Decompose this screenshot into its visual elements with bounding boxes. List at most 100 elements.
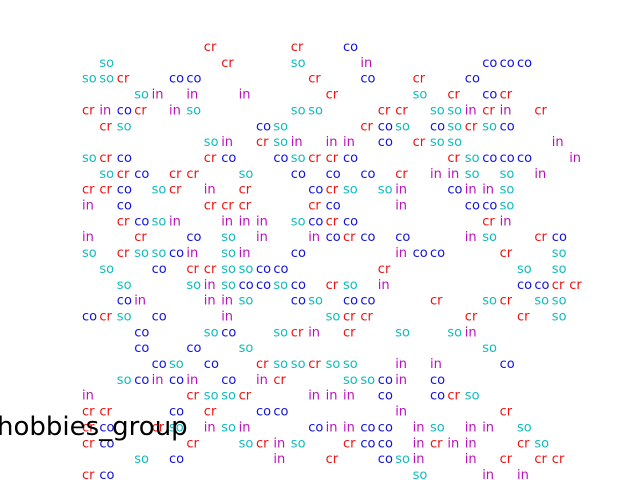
data-point-in: in — [465, 420, 477, 435]
data-point-in: in — [465, 452, 477, 467]
data-point-cr: cr — [99, 151, 112, 166]
data-point-cr: cr — [413, 135, 426, 150]
data-point-co: co — [447, 183, 462, 198]
data-point-so: so — [395, 452, 410, 467]
data-point-cr: cr — [517, 436, 530, 451]
data-point-cr: cr — [447, 151, 460, 166]
data-point-cr: cr — [221, 56, 234, 71]
data-point-co: co — [465, 199, 480, 214]
data-point-so: so — [221, 278, 236, 293]
data-point-cr: cr — [117, 246, 130, 261]
data-point-co: co — [360, 230, 375, 245]
data-point-cr: cr — [82, 468, 95, 480]
data-point-in: in — [221, 309, 233, 324]
data-point-cr: cr — [308, 151, 321, 166]
data-point-so: so — [482, 119, 497, 134]
data-point-co: co — [291, 278, 306, 293]
data-point-co: co — [517, 151, 532, 166]
data-point-in: in — [186, 373, 198, 388]
data-point-cr: cr — [221, 199, 234, 214]
data-point-cr: cr — [117, 72, 130, 87]
data-point-so: so — [378, 183, 393, 198]
data-point-in: in — [465, 103, 477, 118]
data-point-co: co — [273, 405, 288, 420]
data-point-co: co — [256, 278, 271, 293]
data-point-so: so — [308, 103, 323, 118]
data-point-cr: cr — [326, 183, 339, 198]
data-point-so: so — [500, 167, 515, 182]
data-point-co: co — [430, 119, 445, 134]
data-point-in: in — [152, 373, 164, 388]
data-point-in: in — [378, 278, 390, 293]
data-point-so: so — [343, 373, 358, 388]
data-point-cr: cr — [186, 167, 199, 182]
data-point-in: in — [500, 214, 512, 229]
data-point-co: co — [517, 56, 532, 71]
data-point-co: co — [152, 357, 167, 372]
data-point-cr: cr — [291, 40, 304, 55]
data-point-in: in — [221, 214, 233, 229]
data-point-so: so — [413, 468, 428, 480]
data-point-so: so — [99, 56, 114, 71]
legend-title: hobbies_group — [0, 412, 188, 442]
data-point-cr: cr — [465, 309, 478, 324]
data-point-co: co — [482, 199, 497, 214]
data-point-so: so — [273, 357, 288, 372]
data-point-cr: cr — [82, 420, 95, 435]
data-point-so: so — [517, 262, 532, 277]
data-point-co: co — [134, 325, 149, 340]
data-point-in: in — [152, 88, 164, 103]
data-point-so: so — [82, 246, 97, 261]
data-point-cr: cr — [395, 103, 408, 118]
data-point-co: co — [99, 436, 114, 451]
data-point-so: so — [239, 262, 254, 277]
data-point-co: co — [186, 230, 201, 245]
data-point-so: so — [482, 230, 497, 245]
data-point-in: in — [343, 389, 355, 404]
data-point-so: so — [152, 214, 167, 229]
data-point-co: co — [378, 420, 393, 435]
data-point-co: co — [482, 56, 497, 71]
data-point-co: co — [360, 294, 375, 309]
data-point-co: co — [482, 88, 497, 103]
data-point-cr: cr — [569, 278, 582, 293]
data-point-co: co — [99, 420, 114, 435]
data-point-in: in — [82, 389, 94, 404]
data-point-so: so — [221, 420, 236, 435]
data-point-co: co — [500, 56, 515, 71]
data-point-co: co — [534, 278, 549, 293]
data-point-in: in — [395, 405, 407, 420]
data-point-so: so — [552, 294, 567, 309]
data-point-in: in — [82, 199, 94, 214]
data-point-in: in — [395, 373, 407, 388]
data-point-cr: cr — [326, 88, 339, 103]
data-point-in: in — [239, 420, 251, 435]
data-point-co: co — [169, 72, 184, 87]
data-point-co: co — [273, 151, 288, 166]
data-point-cr: cr — [343, 436, 356, 451]
data-point-co: co — [134, 341, 149, 356]
data-point-in: in — [82, 230, 94, 245]
data-point-co: co — [291, 246, 306, 261]
data-point-co: co — [308, 420, 323, 435]
data-point-cr: cr — [500, 452, 513, 467]
data-point-cr: cr — [204, 151, 217, 166]
data-point-so: so — [395, 325, 410, 340]
data-point-so: so — [500, 183, 515, 198]
data-point-in: in — [221, 294, 233, 309]
data-point-cr: cr — [360, 309, 373, 324]
data-point-cr: cr — [308, 72, 321, 87]
data-point-co: co — [326, 230, 341, 245]
data-point-so: so — [482, 341, 497, 356]
data-point-co: co — [465, 72, 480, 87]
data-point-cr: cr — [204, 262, 217, 277]
data-point-co: co — [343, 294, 358, 309]
data-point-co: co — [256, 405, 271, 420]
data-point-so: so — [204, 135, 219, 150]
data-point-in: in — [413, 436, 425, 451]
data-point-cr: cr — [534, 452, 547, 467]
data-point-co: co — [326, 199, 341, 214]
data-point-co: co — [482, 151, 497, 166]
data-point-in: in — [413, 420, 425, 435]
